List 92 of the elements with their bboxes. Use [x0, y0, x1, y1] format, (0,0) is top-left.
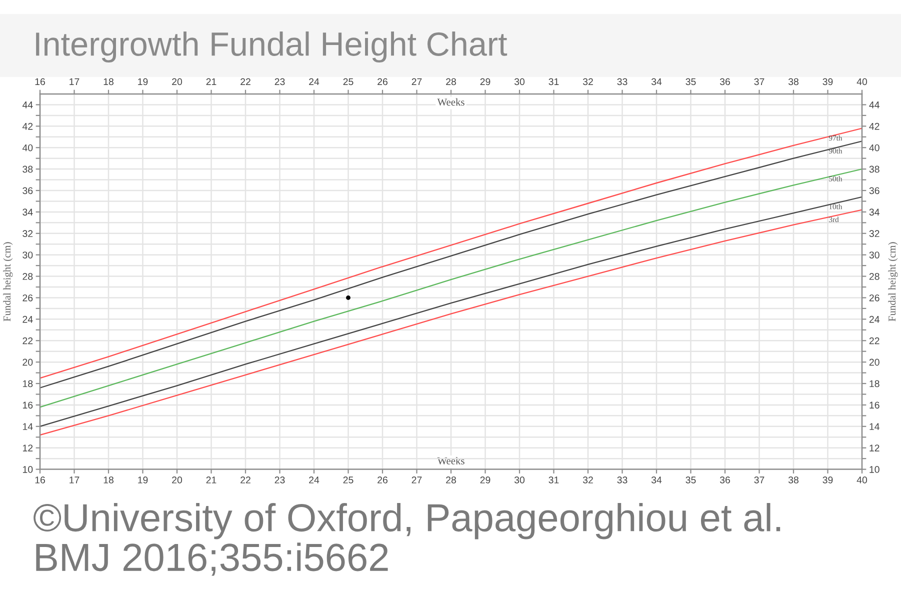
y2-axis-title: Fundal height (cm) — [888, 242, 898, 322]
y-tick-label: 18 — [22, 380, 33, 388]
y-tick-label: 32 — [22, 230, 33, 238]
x-tick-label: 21 — [206, 476, 216, 484]
y2-tick-label: 30 — [869, 252, 880, 258]
x2-tick-label: 36 — [720, 78, 730, 86]
y-tick-label: 40 — [22, 144, 33, 152]
x-tick-label: 20 — [172, 476, 182, 484]
y2-tick-label: 16 — [870, 402, 880, 409]
x2-tick-label: 38 — [788, 78, 798, 86]
y2-tick-label: 36 — [869, 187, 880, 194]
y2-tick-label: 12 — [870, 444, 880, 452]
text: ©University of Oxford, Papageorghiou et al. BMJ 2016;355:i5662 — [34, 503, 780, 576]
y-tick-label: 10 — [22, 466, 33, 473]
x2-tick-label: 30 — [514, 78, 525, 86]
x2-axis-title: Weeks — [437, 98, 464, 106]
y-tick-label: 34 — [22, 208, 33, 216]
y2-tick-label: 40 — [869, 144, 880, 152]
x2-tick-label: 22 — [240, 78, 250, 86]
x-tick-label: 38 — [788, 476, 798, 484]
x-tick-label: 18 — [104, 476, 114, 484]
y2-tick-label: 44 — [869, 102, 880, 108]
x2-tick-label: 26 — [378, 78, 388, 86]
x2-tick-label: 21 — [206, 78, 216, 86]
x-tick-label: 24 — [309, 476, 320, 484]
y2-tick-label: 34 — [869, 208, 880, 216]
y-axis-title: Fundal height (cm) — [3, 242, 13, 322]
x2-tick-label: 23 — [274, 78, 285, 86]
y2-tick-label: 14 — [870, 423, 880, 430]
y-tick-label: 22 — [22, 337, 33, 344]
x-tick-label: 30 — [514, 476, 525, 484]
x2-tick-label: 33 — [617, 78, 628, 86]
y-tick-label: 26 — [22, 294, 33, 302]
y-tick-label: 28 — [22, 273, 33, 280]
x2-tick-label: 18 — [104, 78, 114, 86]
x-tick-label: 17 — [70, 476, 80, 484]
y2-tick-label: 28 — [869, 273, 880, 280]
x-tick-label: 26 — [378, 476, 388, 484]
chart-title: Intergrowth Fundal Height Chart — [36, 31, 508, 63]
x-tick-label: 32 — [582, 476, 593, 484]
line-series — [40, 168, 862, 408]
x2-tick-label: 31 — [548, 78, 559, 86]
x-tick-label: 19 — [138, 476, 148, 484]
x-tick-label: 34 — [651, 476, 662, 484]
x-tick-label: 37 — [754, 476, 764, 484]
x-tick-label: 39 — [822, 476, 833, 484]
x-tick-label: 36 — [720, 476, 730, 484]
y2-tick-label: 32 — [869, 230, 880, 238]
y-tick-label: 38 — [22, 166, 33, 173]
y-tick-label: 42 — [22, 122, 33, 130]
y-tick-label: 44 — [22, 102, 33, 108]
x-tick-label: 23 — [274, 476, 285, 484]
x-tick-label: 25 — [343, 476, 354, 484]
y2-tick-label: 26 — [869, 294, 880, 302]
y-tick-label: 12 — [22, 444, 33, 452]
x-tick-label: 40 — [856, 476, 868, 484]
y2-tick-label: 24 — [869, 316, 880, 323]
x2-tick-label: 40 — [856, 78, 868, 86]
x-tick-label: 33 — [617, 476, 628, 484]
x2-tick-label: 32 — [582, 78, 593, 86]
y2-tick-label: 38 — [869, 166, 880, 173]
y2-tick-label: 42 — [869, 122, 880, 130]
y2-tick-label: 10 — [870, 466, 880, 473]
y-tick-label: 16 — [22, 402, 33, 409]
x2-tick-label: 28 — [446, 78, 456, 86]
x2-tick-label: 25 — [343, 78, 354, 86]
x2-tick-label: 27 — [412, 78, 422, 86]
x2-tick-label: 19 — [138, 78, 148, 86]
x-tick-label: 28 — [446, 476, 456, 484]
x2-tick-label: 17 — [70, 78, 80, 86]
x2-tick-label: 24 — [309, 78, 320, 86]
x2-tick-label: 34 — [651, 78, 662, 86]
x-tick-label: 22 — [240, 476, 250, 484]
x2-tick-label: 39 — [822, 78, 833, 86]
y-tick-label: 36 — [22, 187, 33, 194]
x-tick-label: 31 — [548, 476, 559, 484]
x2-tick-label: 16 — [35, 78, 45, 86]
x-tick-label: 35 — [686, 476, 696, 484]
y-tick-label: 14 — [22, 423, 33, 430]
x2-tick-label: 35 — [686, 78, 696, 86]
x-tick-label: 16 — [35, 476, 45, 484]
y-tick-label: 30 — [22, 252, 33, 258]
x2-tick-label: 29 — [480, 78, 490, 86]
y-tick-label: 20 — [22, 358, 33, 366]
x-tick-label: 29 — [480, 476, 490, 484]
y2-tick-label: 22 — [869, 337, 880, 344]
x-tick-label: 27 — [412, 476, 422, 484]
x2-tick-label: 37 — [754, 78, 764, 86]
y-tick-label: 24 — [22, 316, 33, 323]
y2-tick-label: 18 — [870, 380, 880, 388]
y2-tick-label: 20 — [869, 358, 880, 366]
x2-tick-label: 20 — [172, 78, 182, 86]
